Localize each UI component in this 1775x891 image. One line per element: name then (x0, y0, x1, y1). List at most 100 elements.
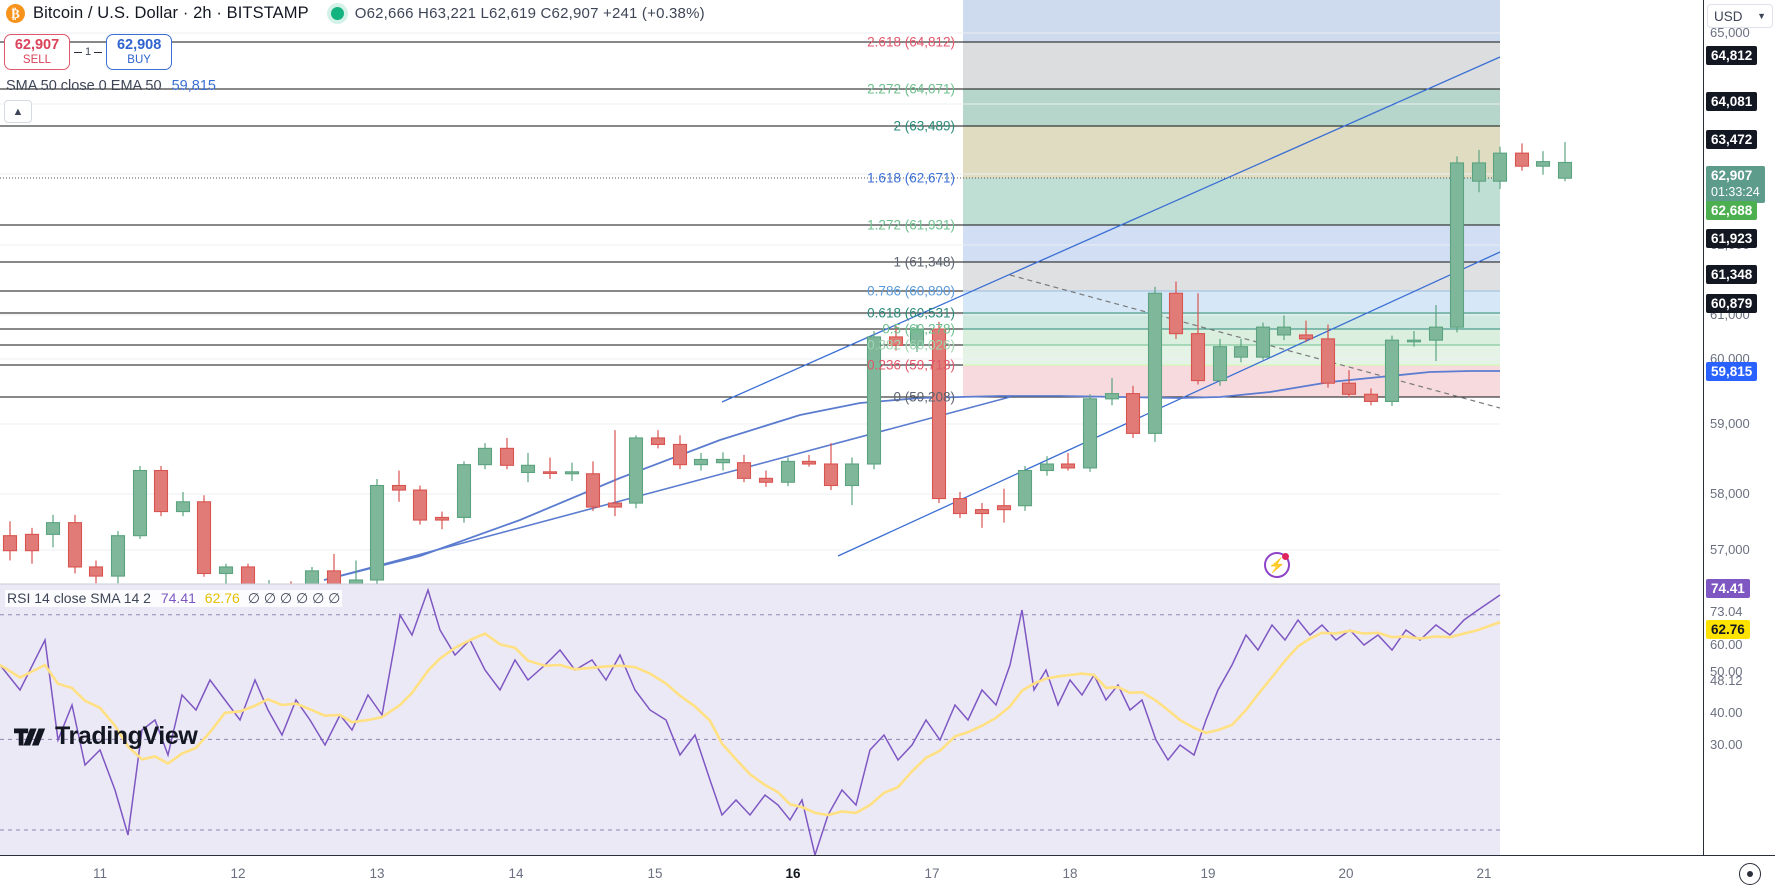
candlestick[interactable] (1298, 320, 1314, 343)
candlestick[interactable] (1212, 338, 1228, 386)
candlestick[interactable] (931, 321, 947, 504)
candlestick[interactable] (758, 470, 774, 487)
fib-level-label[interactable]: 0.786 (60,890) (867, 283, 955, 299)
price-badge[interactable]: 62,907 01:33:24 (1706, 166, 1765, 203)
candlestick[interactable] (1039, 456, 1055, 476)
candlestick[interactable] (477, 443, 493, 470)
trend-line[interactable] (1009, 274, 1501, 409)
candlestick[interactable] (888, 325, 904, 351)
candlestick[interactable] (67, 514, 83, 574)
candlestick[interactable] (1428, 304, 1444, 362)
candlestick[interactable] (1363, 388, 1379, 406)
price-badge[interactable]: 59,815 (1706, 362, 1758, 381)
candlestick[interactable] (499, 437, 515, 470)
candlestick[interactable] (607, 430, 623, 517)
candlestick[interactable] (844, 457, 860, 506)
clock-icon[interactable] (1739, 863, 1761, 885)
candlestick[interactable] (369, 478, 385, 585)
fib-level-label[interactable]: 0.382 (60,026) (867, 337, 955, 353)
price-badge[interactable]: 62,688 (1706, 201, 1758, 220)
candlestick[interactable] (715, 452, 731, 471)
candlestick[interactable] (2, 521, 18, 561)
candlestick[interactable] (736, 454, 752, 483)
candlestick[interactable] (996, 488, 1012, 523)
fib-level-label[interactable]: 2 (63,489) (893, 118, 955, 134)
price-badge[interactable]: 64,081 (1706, 92, 1758, 111)
candlestick[interactable] (1168, 281, 1184, 339)
candlestick[interactable] (909, 324, 925, 352)
candlestick[interactable] (542, 457, 558, 479)
symbol-title[interactable]: Bitcoin / U.S. Dollar · 2h · BITSTAMP (33, 4, 309, 22)
price-badge[interactable]: 60,879 (1706, 294, 1758, 313)
rsi-sma-line[interactable] (0, 620, 1501, 817)
candlestick[interactable] (628, 435, 644, 509)
fib-level-label[interactable]: 0 (59,208) (893, 389, 955, 405)
fib-level-label[interactable]: 1 (61,348) (893, 254, 955, 270)
candlestick[interactable] (585, 461, 601, 511)
rsi-badge[interactable]: 74.41 (1706, 579, 1750, 598)
candlestick[interactable] (456, 461, 472, 523)
candlestick[interactable] (132, 465, 148, 539)
rsi-legend[interactable]: RSI 14 close SMA 14 2 74.41 62.76 ∅ ∅ ∅ … (5, 590, 343, 607)
candlestick[interactable] (1406, 331, 1422, 347)
candlestick[interactable] (1514, 143, 1530, 171)
candlestick[interactable] (650, 430, 666, 449)
collapse-panel-button[interactable]: ▲ (4, 100, 32, 123)
candlestick[interactable] (520, 452, 536, 483)
price-badge[interactable]: 63,472 (1706, 130, 1758, 149)
price-axis[interactable]: USD ▼ 65,00064,00063,00062,00061,00060,0… (1703, 0, 1775, 891)
rsi-line[interactable] (0, 587, 1501, 858)
candlestick[interactable] (1125, 385, 1141, 438)
candlestick[interactable] (974, 503, 990, 528)
fib-level-label[interactable]: 2.272 (64,071) (867, 81, 955, 97)
candlestick[interactable] (1535, 151, 1551, 175)
candlestick[interactable] (866, 331, 882, 470)
price-badge[interactable]: 61,348 (1706, 265, 1758, 284)
candlestick[interactable] (693, 452, 709, 471)
candlestick[interactable] (24, 527, 40, 564)
candlestick[interactable] (1471, 149, 1487, 193)
candlestick[interactable] (175, 492, 191, 517)
moving-average-legend[interactable]: SMA 50 close 0 EMA 50 59,815 (6, 78, 216, 94)
candlestick[interactable] (1384, 335, 1400, 406)
trend-line[interactable] (721, 56, 1501, 403)
candlestick[interactable] (434, 511, 450, 530)
candlestick[interactable] (196, 495, 212, 577)
candlestick[interactable] (780, 457, 796, 487)
time-axis[interactable]: 11 12 13 14 15 16 17 18 19 20 21 (0, 855, 1775, 891)
candlestick[interactable] (45, 514, 61, 548)
candlestick[interactable] (1341, 370, 1357, 398)
buy-sell-widget[interactable]: 62,907 SELL 1 62,908 BUY (4, 34, 173, 70)
candlestick[interactable] (1104, 377, 1120, 406)
chart-legend-main[interactable]: ₿ Bitcoin / U.S. Dollar · 2h · BITSTAMP … (6, 4, 705, 23)
candlestick[interactable] (153, 465, 169, 517)
candlestick[interactable] (412, 485, 428, 525)
candlestick[interactable] (823, 443, 839, 491)
candlestick[interactable] (672, 435, 688, 470)
candlestick[interactable] (1449, 156, 1465, 333)
candlestick[interactable] (1147, 286, 1163, 442)
candlestick[interactable] (1017, 465, 1033, 511)
candlestick[interactable] (1082, 394, 1098, 472)
fib-level-label[interactable]: 0.618 (60,531) (867, 305, 955, 321)
sell-button[interactable]: 62,907 SELL (4, 34, 70, 70)
candlestick[interactable] (801, 454, 817, 467)
candlestick[interactable] (110, 531, 126, 584)
candlestick[interactable] (1060, 452, 1076, 471)
candlestick[interactable] (952, 492, 968, 519)
fib-level-label[interactable]: 0.5 (60,278) (882, 321, 955, 337)
candlestick[interactable] (1190, 293, 1206, 385)
candlestick[interactable] (1320, 324, 1336, 388)
candlestick[interactable] (391, 470, 407, 502)
fib-level-label[interactable]: 2.618 (64,812) (867, 34, 955, 50)
candlestick[interactable] (1492, 146, 1508, 189)
candlestick[interactable] (1557, 142, 1573, 182)
fib-level-label[interactable]: 0.236 (59,713) (867, 357, 955, 373)
candlestick[interactable] (88, 560, 104, 584)
price-badge[interactable]: 61,923 (1706, 229, 1758, 248)
candlestick[interactable] (1233, 338, 1249, 363)
fib-level-label[interactable]: 1.618 (62,671) (867, 170, 955, 186)
rsi-badge[interactable]: 62.76 (1706, 620, 1750, 639)
buy-button[interactable]: 62,908 BUY (106, 34, 173, 70)
